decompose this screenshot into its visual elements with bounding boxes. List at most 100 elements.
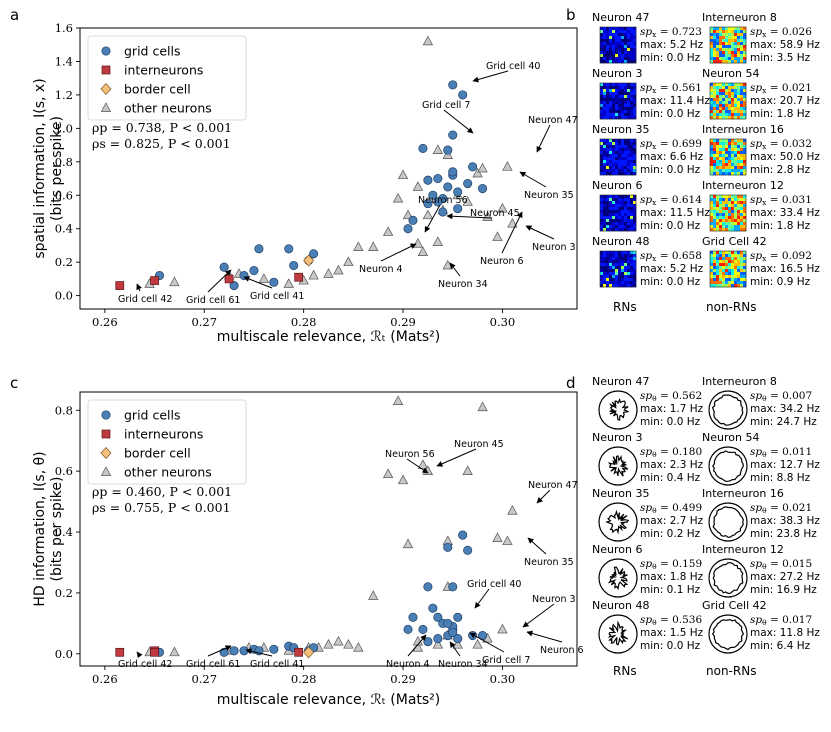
ratemap-cell xyxy=(716,263,720,267)
ratemap-cell xyxy=(722,104,726,108)
ratemap-cell xyxy=(710,83,714,87)
sparsity-label: spx = 0.032 xyxy=(750,138,812,151)
ratemap-cell xyxy=(615,86,619,90)
ratemap-cell xyxy=(627,216,631,220)
ratemap-cell xyxy=(600,195,604,199)
ratemap-cell xyxy=(716,36,720,40)
footer-rns: RNs xyxy=(613,300,637,314)
annotation-label: Grid cell 40 xyxy=(467,579,521,590)
ratemap-cell xyxy=(606,89,610,93)
ratemap-cell xyxy=(630,157,634,161)
ratemap xyxy=(599,26,637,64)
legend-entry: other neurons xyxy=(124,101,212,116)
ratemap-cell xyxy=(728,195,732,199)
ratemap-cell xyxy=(600,278,604,282)
ratemap-cell xyxy=(624,269,628,273)
ratemap-cell xyxy=(719,27,723,31)
ratemap-cell xyxy=(716,169,720,173)
ratemap-cell xyxy=(719,284,723,288)
ratemap-cell xyxy=(624,33,628,37)
ratemap-cell xyxy=(710,207,714,211)
ratemap-cell xyxy=(615,210,619,214)
min-rate: min: 1.8 Hz xyxy=(750,108,811,120)
ratemap-cell xyxy=(618,45,622,49)
ratemap-cell xyxy=(743,201,747,205)
ratemap-cell xyxy=(618,172,622,176)
ratemap-cell xyxy=(630,42,634,46)
ratemap-cell xyxy=(603,201,607,205)
ratemap-cell xyxy=(627,151,631,155)
ratemap-cell xyxy=(728,60,732,64)
ratemap-cell xyxy=(737,195,741,199)
ratemap-cell xyxy=(743,83,747,87)
ratemap-cell xyxy=(615,151,619,155)
ratemap-cell xyxy=(725,54,729,58)
ratemap-cell xyxy=(719,113,723,117)
ratemap-cell xyxy=(633,54,637,58)
min-rate: min: 0.0 Hz xyxy=(640,276,701,288)
ratemap-cell xyxy=(633,204,637,208)
ratemap-cell xyxy=(716,148,720,152)
ratemap-cell xyxy=(615,269,619,273)
ratemap-cell xyxy=(734,33,738,37)
ratemap xyxy=(709,194,747,232)
ratemap-cell xyxy=(719,107,723,111)
ratemap-cell xyxy=(609,284,613,288)
ratemap-cell xyxy=(728,266,732,270)
stats-pearson: ρp = 0.738, P < 0.001 xyxy=(92,120,232,135)
ratemap-cell xyxy=(725,51,729,55)
ratemap-cell xyxy=(621,98,625,102)
ratemap-cell xyxy=(615,207,619,211)
data-point-other-neurons xyxy=(502,535,513,546)
data-point-grid-cells xyxy=(433,197,443,207)
ratemap-cell xyxy=(609,204,613,208)
ratemap-cell xyxy=(606,48,610,52)
ratemap-cell xyxy=(624,163,628,167)
ratemap-cell xyxy=(603,89,607,93)
sparsity-value: = 0.499 xyxy=(657,502,703,514)
ratemap-cell xyxy=(630,169,634,173)
ratemap-cell xyxy=(624,219,628,223)
ratemap-cell xyxy=(615,116,619,120)
ratemap-cell xyxy=(600,225,604,229)
ratemap-cell xyxy=(615,60,619,64)
ratemap-cell xyxy=(627,266,631,270)
ratemap-cell xyxy=(710,281,714,285)
ratemap-cell xyxy=(713,195,717,199)
ratemap-cell xyxy=(743,60,747,64)
data-point-grid-cells xyxy=(433,173,443,184)
ratemap-cell xyxy=(719,272,723,276)
ratemap-cell xyxy=(618,195,622,199)
ratemap-cell xyxy=(737,51,741,55)
ratemap-cell xyxy=(633,95,637,99)
ratemap-cell xyxy=(600,222,604,226)
ratemap-cell xyxy=(609,98,613,102)
ratemap-cell xyxy=(713,169,717,173)
ratemap-cell xyxy=(713,54,717,58)
ratemap-cell xyxy=(624,154,628,158)
ratemap-cell xyxy=(743,113,747,117)
ratemap-cell xyxy=(713,275,717,279)
ratemap-cell xyxy=(615,216,619,220)
ratemap-cell xyxy=(606,210,610,214)
ratemap-cell xyxy=(624,51,628,55)
ratemap xyxy=(599,194,637,232)
ratemap-frame xyxy=(709,26,747,64)
ratemap-cell xyxy=(627,142,631,146)
ratemap-cell xyxy=(633,148,637,152)
x-tick-label: 0.30 xyxy=(490,315,516,329)
ratemap-cell xyxy=(713,36,717,40)
ratemap-cell xyxy=(606,254,610,258)
ratemap-cell xyxy=(621,39,625,43)
ratemap-cell xyxy=(710,39,714,43)
ratemap-cell xyxy=(710,142,714,146)
ratemap-cell xyxy=(633,201,637,205)
ratemap-cell xyxy=(731,36,735,40)
ratemap-cell xyxy=(624,45,628,49)
ratemap-cell xyxy=(606,98,610,102)
data-point-other-neurons xyxy=(402,538,414,549)
ratemap-cell xyxy=(722,45,726,49)
ratemap-cell xyxy=(615,157,619,161)
ratemap-cell xyxy=(615,89,619,93)
ratemap-frame xyxy=(709,138,747,176)
